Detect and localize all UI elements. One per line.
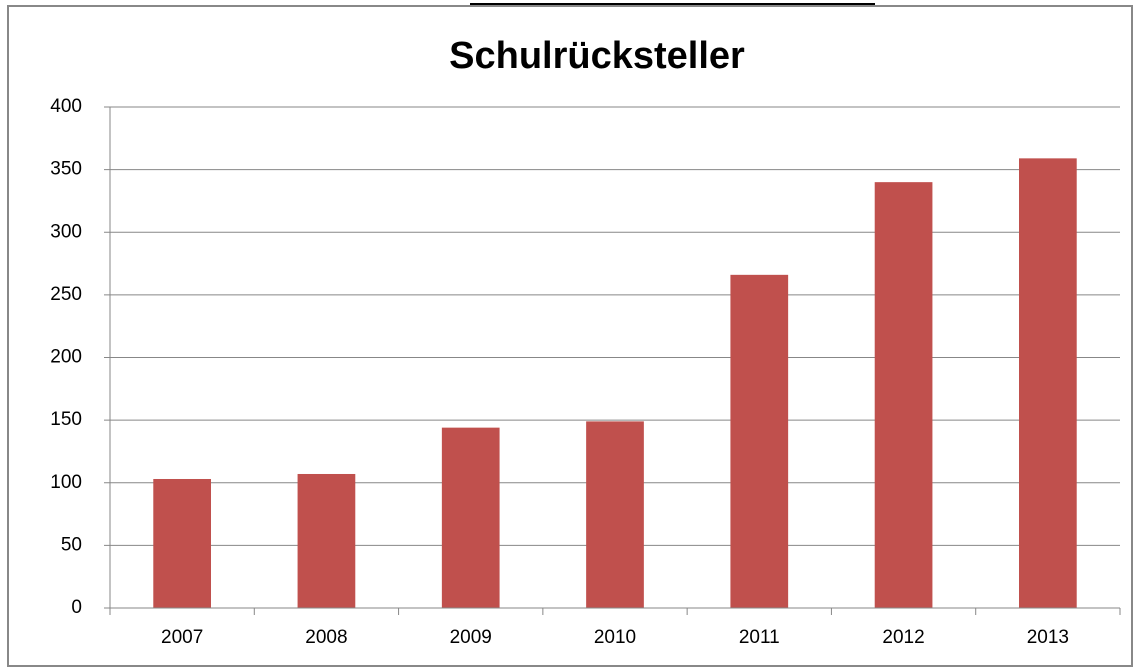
y-tick-label: 150 — [50, 409, 82, 430]
y-tick-label: 100 — [50, 472, 82, 493]
y-tick-label: 300 — [50, 221, 82, 242]
y-tick-label: 50 — [61, 534, 82, 555]
x-tick-label: 2013 — [1027, 627, 1069, 648]
y-tick-label: 0 — [71, 597, 82, 618]
x-tick-label: 2009 — [450, 627, 492, 648]
y-tick-label: 200 — [50, 347, 82, 368]
x-tick-label: 2010 — [594, 627, 636, 648]
bar — [297, 473, 356, 608]
bar — [1019, 158, 1077, 609]
y-tick-label: 250 — [50, 284, 82, 305]
y-tick-label: 350 — [50, 159, 82, 180]
x-tick-label: 2011 — [739, 627, 780, 648]
bar — [153, 478, 211, 608]
bar — [730, 274, 789, 608]
bar — [441, 427, 500, 608]
x-tick-label: 2008 — [305, 627, 347, 648]
x-tick-label: 2007 — [161, 627, 203, 648]
bar — [586, 421, 644, 608]
bar — [874, 182, 933, 608]
chart-title: Schulrücksteller — [449, 35, 745, 77]
x-tick-label: 2012 — [882, 627, 924, 648]
y-tick-label: 400 — [50, 96, 82, 117]
